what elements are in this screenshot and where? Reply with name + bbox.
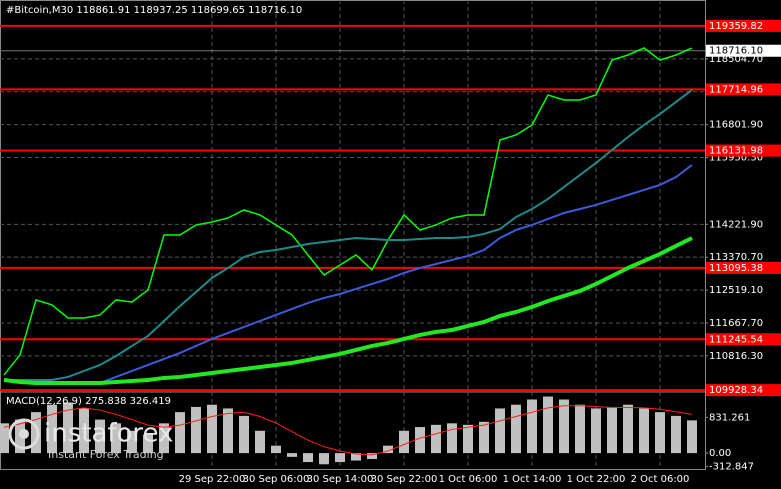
y-tick-label: 112519.10 bbox=[709, 285, 763, 296]
level-label-box bbox=[706, 333, 781, 346]
y-tick-label: 0.00 bbox=[709, 448, 731, 459]
current-price-box bbox=[706, 44, 781, 57]
histogram-bar bbox=[191, 406, 201, 454]
y-tick-label: 116801.90 bbox=[709, 120, 763, 131]
level-label-box bbox=[706, 384, 781, 397]
histogram-bar bbox=[255, 430, 265, 454]
level-label-box bbox=[706, 83, 781, 96]
histogram-bar bbox=[511, 404, 521, 454]
histogram-bar bbox=[127, 430, 137, 454]
x-tick-label: 1 Oct 06:00 bbox=[439, 474, 498, 485]
level-label-box bbox=[706, 261, 781, 274]
histogram-bar bbox=[95, 419, 105, 454]
histogram-bar bbox=[623, 404, 633, 454]
y-tick-label: 110816.30 bbox=[709, 351, 763, 362]
series-line bbox=[4, 89, 693, 381]
y-tick-label: 114221.90 bbox=[709, 219, 763, 230]
histogram-bar bbox=[655, 412, 665, 454]
histogram-bar bbox=[495, 408, 505, 454]
x-tick-label: 30 Sep 06:00 bbox=[243, 474, 310, 485]
series-line bbox=[3, 236, 693, 385]
histogram-bar bbox=[383, 445, 393, 454]
y-tick-label: 118504.70 bbox=[709, 54, 763, 65]
level-label-box bbox=[706, 19, 781, 32]
y-tick-label: -312.847 bbox=[709, 462, 754, 473]
series-line bbox=[3, 47, 693, 376]
level-label-box bbox=[706, 144, 781, 157]
histogram-bar bbox=[367, 453, 377, 460]
x-tick-label: 2 Oct 06:00 bbox=[631, 474, 690, 485]
histogram-bar bbox=[639, 408, 649, 454]
histogram-bar bbox=[687, 420, 697, 454]
level-label: 109928.34 bbox=[709, 385, 763, 396]
level-label: 113095.38 bbox=[709, 263, 763, 274]
histogram-bar bbox=[415, 427, 425, 454]
histogram-bar bbox=[575, 404, 585, 454]
y-tick-label: 115950.30 bbox=[709, 153, 763, 164]
histogram-bar bbox=[351, 453, 361, 461]
level-label: 119359.82 bbox=[709, 21, 763, 32]
histogram-bar bbox=[607, 406, 617, 454]
x-tick-label: 1 Oct 22:00 bbox=[567, 474, 626, 485]
histogram-bar bbox=[239, 415, 249, 454]
level-label: 111245.54 bbox=[709, 334, 763, 345]
histogram-bar bbox=[31, 412, 41, 454]
frame bbox=[0, 0, 706, 470]
logo-icon bbox=[8, 418, 40, 450]
x-tick-label: 1 Oct 14:00 bbox=[503, 474, 562, 485]
histogram-bar bbox=[447, 423, 457, 454]
signal-line bbox=[3, 405, 693, 456]
tagline: Instant Forex Trading bbox=[48, 448, 164, 461]
x-tick-label: 29 Sep 22:00 bbox=[179, 474, 246, 485]
histogram-bar bbox=[63, 402, 73, 454]
histogram-bar bbox=[591, 408, 601, 454]
histogram-bar bbox=[399, 430, 409, 454]
histogram-bar bbox=[527, 399, 537, 454]
series-line bbox=[3, 164, 693, 384]
logo-icon-dot bbox=[19, 429, 29, 439]
histogram-bar bbox=[111, 423, 121, 454]
current-price-label: 118716.10 bbox=[709, 46, 763, 57]
histogram-bar bbox=[671, 415, 681, 454]
y-tick-label: 113370.70 bbox=[709, 252, 763, 263]
histogram-bar bbox=[175, 412, 185, 454]
histogram-bar bbox=[559, 399, 569, 454]
histogram-bar bbox=[287, 453, 297, 457]
x-tick-label: 30 Sep 14:00 bbox=[307, 474, 374, 485]
chart-title: #Bitcoin,M30 118861.91 118937.25 118699.… bbox=[6, 5, 302, 16]
brand: instaforex bbox=[44, 419, 173, 449]
histogram-bar bbox=[463, 424, 473, 454]
histogram-bar bbox=[303, 453, 313, 463]
x-tick-label: 30 Sep 22:00 bbox=[371, 474, 438, 485]
histogram-bar bbox=[47, 404, 57, 454]
macd-title: MACD(12,26,9) 275.838 326.419 bbox=[6, 396, 171, 407]
histogram-bar bbox=[207, 404, 217, 454]
histogram-bar bbox=[431, 424, 441, 454]
histogram-bar bbox=[543, 396, 553, 454]
logo bbox=[8, 418, 40, 450]
level-label: 117714.96 bbox=[709, 84, 763, 95]
histogram-bar bbox=[0, 423, 9, 454]
histogram-bar bbox=[335, 453, 345, 463]
histogram-bar bbox=[223, 408, 233, 454]
histogram-bar bbox=[271, 445, 281, 454]
histogram-bar bbox=[79, 408, 89, 454]
y-tick-label: 831.261 bbox=[709, 412, 750, 423]
level-label: 116131.98 bbox=[709, 146, 763, 157]
histogram-bar bbox=[143, 434, 153, 454]
histogram-bar bbox=[479, 421, 489, 454]
y-tick-label: 111667.70 bbox=[709, 318, 763, 329]
histogram-bar bbox=[319, 453, 329, 465]
histogram-bar bbox=[159, 423, 169, 454]
